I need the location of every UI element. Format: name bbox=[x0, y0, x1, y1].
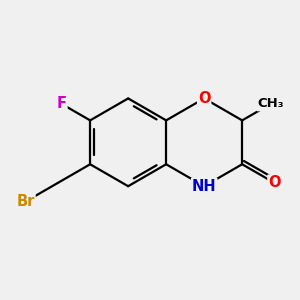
Text: Br: Br bbox=[16, 194, 35, 209]
Text: O: O bbox=[268, 176, 281, 190]
Text: O: O bbox=[198, 91, 210, 106]
Text: CH₃: CH₃ bbox=[257, 98, 284, 110]
Text: F: F bbox=[57, 96, 67, 111]
Text: NH: NH bbox=[192, 179, 217, 194]
